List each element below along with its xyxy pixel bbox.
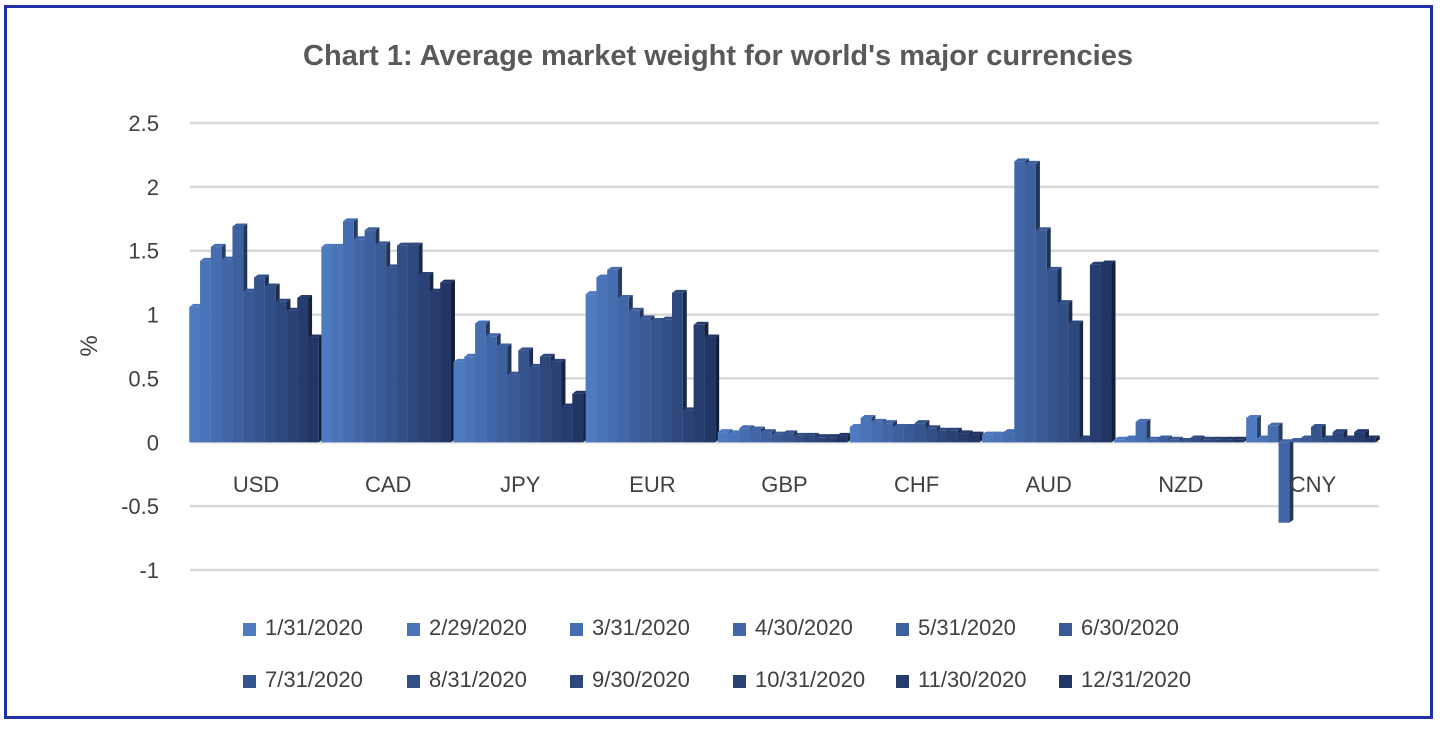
y-tick-label: 1.5 [128, 239, 159, 264]
bar [704, 334, 720, 443]
category-label: NZD [1158, 472, 1203, 497]
bar [572, 390, 588, 443]
bar [1278, 439, 1294, 523]
category-label: CAD [365, 472, 411, 497]
category-label: CNY [1290, 472, 1337, 497]
legend-swatch [733, 623, 746, 636]
legend-entry: 6/30/2020 [1059, 615, 1179, 640]
bar [440, 279, 455, 443]
bar [1068, 320, 1084, 443]
bar [1135, 418, 1151, 443]
legend-label: 11/30/2020 [918, 667, 1026, 692]
bar [671, 289, 687, 443]
legend-entry: 9/30/2020 [570, 667, 690, 692]
legend-label: 3/31/2020 [592, 615, 690, 640]
y-axis-ticks: 2.5 2 1.5 1 0.5 0 -0.5 -1 [121, 111, 159, 583]
legend-label: 10/31/2020 [755, 667, 865, 692]
legend-swatch [1059, 623, 1072, 636]
legend: 1/31/2020 2/29/2020 3/31/2020 4/30/2020 5/31… [243, 615, 1191, 692]
legend-entry: 7/31/2020 [243, 667, 363, 692]
category-label: JPY [500, 472, 541, 497]
legend-swatch [1059, 675, 1072, 688]
bar [968, 431, 984, 443]
legend-label: 6/30/2020 [1081, 615, 1179, 640]
category-label: EUR [629, 472, 675, 497]
legend-label: 7/31/2020 [265, 667, 363, 692]
legend-entry: 12/31/2020 [1059, 667, 1191, 692]
legend-label: 9/30/2020 [592, 667, 690, 692]
bar [1267, 422, 1283, 443]
category-label: GBP [761, 472, 807, 497]
legend-entry: 11/30/2020 [896, 667, 1026, 692]
legend-swatch [243, 675, 256, 688]
y-tick-label: -0.5 [121, 494, 159, 519]
y-tick-label: 0.5 [128, 366, 159, 391]
legend-entry: 3/31/2020 [570, 615, 690, 640]
bar [308, 334, 323, 443]
x-axis-categories: USD CAD JPY EUR GBP CHF AUD NZD CNY [233, 472, 1337, 497]
legend-swatch [407, 623, 420, 636]
legend-swatch [243, 623, 256, 636]
legend-swatch [570, 623, 583, 636]
bar [836, 432, 852, 443]
legend-swatch [570, 675, 583, 688]
legend-label: 4/30/2020 [755, 615, 853, 640]
legend-entry: 5/31/2020 [896, 615, 1016, 640]
y-tick-label: 0 [147, 430, 159, 455]
legend-label: 5/31/2020 [918, 615, 1016, 640]
legend-swatch [896, 675, 909, 688]
legend-entry: 4/30/2020 [733, 615, 853, 640]
bar-chart: Chart 1: Average market weight for world… [76, 40, 1380, 692]
category-label: CHF [894, 472, 939, 497]
legend-swatch [407, 675, 420, 688]
legend-swatch [733, 675, 746, 688]
category-label: USD [233, 472, 279, 497]
chart-frame: Chart 1: Average market weight for world… [4, 5, 1433, 719]
bar [1364, 435, 1380, 443]
y-tick-label: 2.5 [128, 111, 159, 136]
legend-label: 2/29/2020 [429, 615, 527, 640]
legend-label: 1/31/2020 [265, 615, 363, 640]
legend-label: 8/31/2020 [429, 667, 527, 692]
bar [1100, 260, 1116, 443]
legend-entry: 2/29/2020 [407, 615, 527, 640]
chart-title: Chart 1: Average market weight for world… [303, 40, 1133, 72]
legend-label: 12/31/2020 [1081, 667, 1191, 692]
y-tick-label: 1 [147, 303, 159, 328]
y-tick-label: 2 [147, 175, 159, 200]
legend-entry: 10/31/2020 [733, 667, 865, 692]
legend-entry: 1/31/2020 [243, 615, 363, 640]
bars [189, 158, 1380, 523]
category-label: AUD [1025, 472, 1071, 497]
legend-swatch [896, 623, 909, 636]
legend-entry: 8/31/2020 [407, 667, 527, 692]
y-axis-label: % [76, 335, 103, 356]
bar [1246, 415, 1261, 443]
y-tick-label: -1 [139, 558, 159, 583]
